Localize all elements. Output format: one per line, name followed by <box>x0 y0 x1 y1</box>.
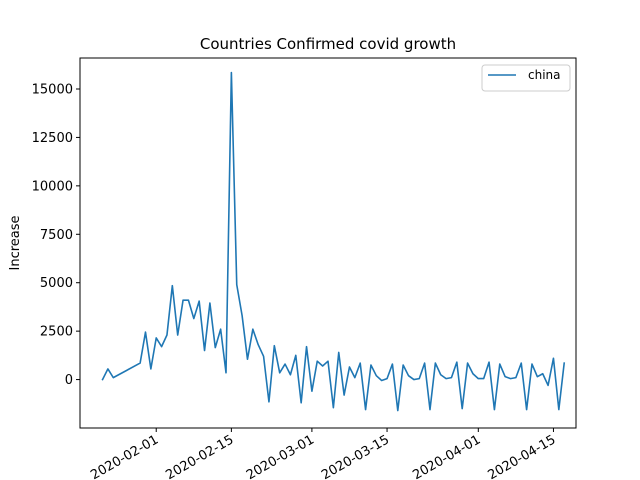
legend-box <box>481 64 571 92</box>
plot-frame <box>79 57 577 429</box>
y-tick-label: 12500 <box>32 131 73 146</box>
x-tick-label: 2020-04-15 <box>486 432 559 480</box>
chart-title: Countries Confirmed covid growth <box>200 35 456 53</box>
x-tick-label: 2020-02-15 <box>163 432 236 480</box>
y-tick-label: 10000 <box>32 179 73 194</box>
y-tick-label: 2500 <box>40 325 73 340</box>
x-tick-label: 2020-03-15 <box>319 432 392 480</box>
x-tick-label: 2020-04-01 <box>410 432 483 480</box>
y-tick-label: 5000 <box>40 276 73 291</box>
y-axis: 0 2500 5000 7500 10000 12500 15000 <box>32 82 80 388</box>
y-tick-label: 0 <box>65 373 73 388</box>
series-layer <box>101 71 566 412</box>
x-tick-label: 2020-02-01 <box>88 432 161 480</box>
x-axis: 2020-02-01 2020-02-15 2020-03-01 2020-03-15… <box>88 428 558 480</box>
y-tick-label: 15000 <box>32 82 73 97</box>
x-tick-label: 2020-03-01 <box>244 432 317 480</box>
y-tick-label: 7500 <box>40 228 73 243</box>
series-line-china <box>101 71 566 412</box>
legend-label-china: china <box>528 68 561 82</box>
legend: china <box>481 64 571 92</box>
y-axis-label: Increase <box>8 215 23 270</box>
